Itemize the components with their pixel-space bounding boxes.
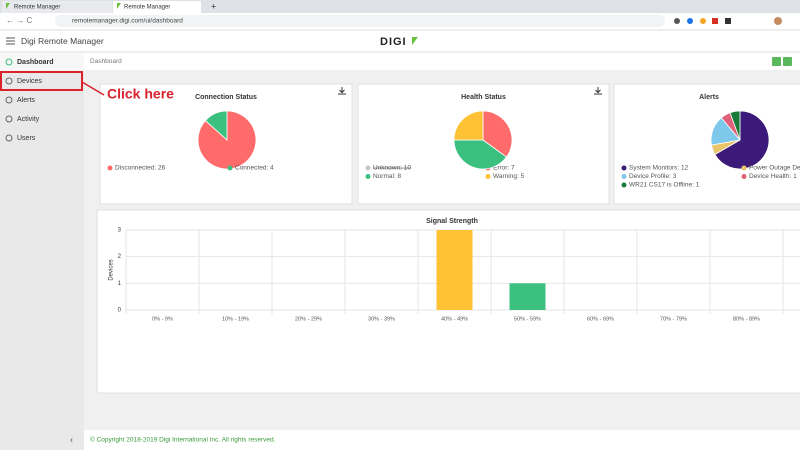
logo-mark (412, 37, 418, 45)
nav-item[interactable]: Alerts (17, 97, 35, 104)
x-tick-label: 10% - 19% (222, 316, 249, 322)
menu-icon[interactable] (6, 37, 15, 45)
footer-bar (84, 430, 800, 450)
active-item (0, 53, 84, 71)
nav-icon (5, 58, 13, 66)
nav-buttons[interactable]: ← → C (6, 16, 32, 25)
y-tick-label: 1 (118, 281, 122, 287)
legend-swatch (365, 165, 371, 171)
nav-item[interactable]: Activity (17, 116, 40, 123)
y-tick-label: 0 (118, 308, 122, 314)
pie-slice (453, 110, 484, 141)
chart-title: Alerts (699, 94, 719, 101)
tab-title: Remote Manager (14, 5, 60, 11)
legend-swatch (741, 174, 747, 179)
chart-title: Health Status (461, 94, 506, 101)
pie-slice (714, 110, 770, 170)
legend-label: Connected: 4 (235, 165, 274, 172)
legend-swatch (621, 165, 627, 171)
nav-icon (5, 134, 13, 142)
legend-label: WR21 CS17 is Offline: 1 (629, 182, 700, 189)
x-tick-label: 60% - 69% (587, 316, 614, 322)
app-header (0, 31, 800, 52)
y-tick-label: 2 (118, 254, 122, 260)
highlight-box (0, 71, 83, 91)
new-tab[interactable]: + (211, 1, 216, 11)
legend-swatch (107, 165, 113, 171)
breadcrumb: Dashboard (90, 58, 122, 65)
footer: © Copyright 2018-2019 Digi International… (90, 436, 276, 444)
x-tick-label: 0% - 9% (152, 316, 173, 322)
nav-item[interactable]: Devices (17, 78, 42, 85)
x-tick-label: 50% - 59% (514, 316, 541, 322)
sidebar (0, 53, 84, 450)
legend-label: Device Health: 1 (749, 173, 797, 180)
legend-label: Unknown: 10 (373, 165, 411, 172)
annotation: Click here (107, 86, 174, 102)
legend-label: Error: 7 (493, 165, 515, 172)
chart-title: Signal Strength (426, 218, 478, 225)
bar (436, 230, 473, 310)
x-tick-label: 80% - 89% (733, 316, 760, 322)
tab-title: Remote Manager (124, 5, 170, 11)
legend-swatch (365, 174, 371, 179)
pie-slice (204, 110, 228, 141)
refresh-button[interactable] (783, 57, 792, 66)
y-axis-label: Devices (109, 259, 115, 280)
nav-item[interactable]: Users (17, 135, 36, 142)
legend-label: Power Outage Dete (749, 165, 800, 172)
pie-slice (482, 110, 513, 158)
extension-icons (674, 17, 782, 25)
legend-label: System Monitors: 12 (629, 165, 689, 172)
bar (509, 283, 546, 310)
nav-icon (5, 115, 13, 123)
legend-swatch (227, 165, 233, 171)
legend-swatch (621, 174, 627, 179)
url: remotemanager.digi.com/ui/dashboard (72, 18, 183, 25)
legend-label: Normal: 8 (373, 173, 402, 180)
app-title: Digi Remote Manager (21, 36, 104, 46)
nav-icon (5, 96, 13, 104)
x-tick-label: 40% - 49% (441, 316, 468, 322)
pie-slice (729, 110, 741, 141)
legend-swatch (485, 174, 491, 179)
address-bar[interactable] (55, 15, 665, 27)
legend-label: Device Profile: 3 (629, 173, 677, 180)
chart-title: Connection Status (195, 94, 257, 101)
x-tick-label: 30% - 39% (368, 316, 395, 322)
nav-item[interactable]: Dashboard (17, 59, 54, 66)
collapse-button[interactable]: ‹ (70, 434, 73, 444)
logo: DIGI (380, 36, 407, 48)
legend-swatch (741, 165, 747, 171)
tab[interactable] (2, 1, 112, 13)
y-tick-label: 3 (118, 228, 122, 234)
legend-label: Warning: 5 (493, 173, 525, 180)
x-tick-label: 70% - 79% (660, 316, 687, 322)
tab[interactable] (113, 1, 201, 13)
edit-button[interactable] (772, 57, 781, 66)
pie-slice (453, 139, 508, 170)
breadcrumb-bar (84, 53, 800, 70)
nav-icon (5, 77, 13, 85)
legend-swatch (621, 182, 627, 188)
sidebar-items: Dashboard Devices Alerts Activity Users (0, 53, 84, 142)
download-icon[interactable] (338, 87, 602, 95)
annotation-arrow (81, 81, 105, 96)
legend-label: Disconnected: 26 (115, 165, 166, 172)
x-tick-label: 20% - 29% (295, 316, 322, 322)
